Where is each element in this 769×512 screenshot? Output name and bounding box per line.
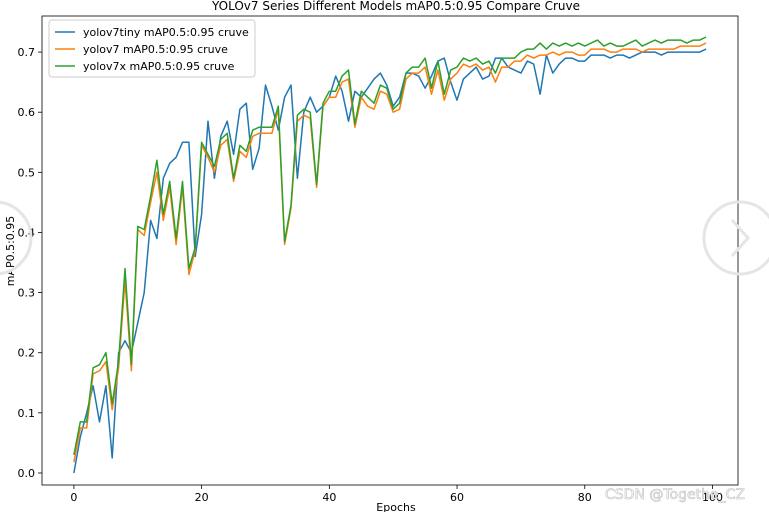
x-axis-label: Epochs — [376, 501, 416, 512]
y-tick-label-3: 0.3 — [18, 287, 36, 300]
chart-title: YOLOv7 Series Different Models mAP0.5:0.… — [211, 0, 580, 13]
x-tick-label-1: 20 — [195, 491, 209, 504]
y-tick-label-1: 0.1 — [18, 407, 36, 420]
y-tick-label-2: 0.2 — [18, 347, 36, 360]
legend: yolov7tiny mAP0.5:0.95 cruve yolov7 mAP0.… — [48, 19, 256, 78]
legend-box — [48, 19, 256, 78]
nav-right-icon[interactable] — [702, 200, 769, 276]
plot-frame — [41, 15, 739, 486]
y-tick-label-5: 0.5 — [18, 166, 36, 179]
x-tick-label-5: 100 — [702, 491, 723, 504]
legend-label-0: yolov7tiny mAP0.5:0.95 cruve — [83, 26, 249, 39]
x-tick-label-4: 80 — [578, 491, 592, 504]
y-axis: 0.00.10.20.30.40.50.60.7 — [18, 46, 42, 480]
y-tick-label-7: 0.7 — [18, 46, 36, 59]
nav-left-icon[interactable] — [0, 200, 33, 276]
legend-label-2: yolov7x mAP0.5:0.95 cruve — [83, 60, 235, 73]
x-tick-label-3: 60 — [450, 491, 464, 504]
y-axis-label: mAP0.5:0.95 — [4, 216, 17, 287]
x-tick-label-2: 40 — [322, 491, 336, 504]
series-line-2 — [73, 36, 707, 456]
x-tick-label-0: 0 — [70, 491, 77, 504]
x-axis: 0 20 40 60 80 100 — [70, 485, 723, 504]
series-line-0 — [73, 48, 707, 474]
y-tick-label-0: 0.0 — [18, 467, 36, 480]
watermark: CSDN @Togethe_CZ — [605, 487, 745, 503]
series-line-1 — [73, 42, 707, 463]
plot-area — [41, 15, 739, 486]
y-tick-label-6: 0.6 — [18, 106, 36, 119]
legend-label-1: yolov7 mAP0.5:0.95 cruve — [83, 43, 228, 56]
